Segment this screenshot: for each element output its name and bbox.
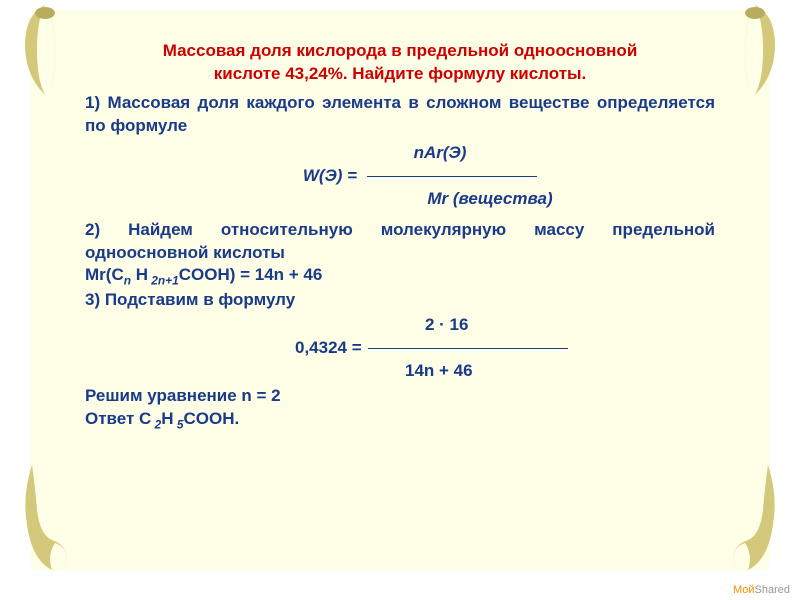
watermark-my: Мой xyxy=(733,584,755,596)
mr-expression: Mr(Cn H 2n+1COOH) = 14n + 46 xyxy=(85,264,715,288)
title-line-2: кислоте 43,24%. Найдите формулу кислоты. xyxy=(214,64,587,83)
fraction-line xyxy=(367,176,537,177)
calculation: 2 · 16 0,4324 = 14n + 46 xyxy=(85,314,715,383)
scroll-roll-top-right xyxy=(735,5,775,105)
step-3-text: 3) Подставим в формулу xyxy=(85,289,715,312)
formula-denominator: Mr (вещества) xyxy=(85,188,715,211)
document-content: Массовая доля кислорода в предельной одн… xyxy=(85,40,715,540)
step-1-text: 1) Массовая доля каждого элемента в слож… xyxy=(85,92,715,138)
title-line-1: Массовая доля кислорода в предельной одн… xyxy=(163,41,638,60)
mass-fraction-formula: nAr(Э) W(Э) = Mr (вещества) xyxy=(85,142,715,211)
scroll-roll-top-left xyxy=(25,5,65,105)
scroll-curl-bottom-right xyxy=(728,465,778,575)
formula-numerator: nAr(Э) xyxy=(85,142,715,165)
calc-left: 0,4324 = xyxy=(295,337,362,360)
problem-title: Массовая доля кислорода в предельной одн… xyxy=(85,40,715,86)
scroll-curl-bottom-left xyxy=(22,465,72,575)
solve-line: Решим уравнение n = 2 xyxy=(85,385,715,408)
answer-line: Ответ C 2H 5COOH. xyxy=(85,408,715,432)
calc-denominator: 14n + 46 xyxy=(85,360,715,383)
watermark: МойShared xyxy=(733,584,790,596)
calc-fraction-line xyxy=(368,348,568,349)
scroll-document: Массовая доля кислорода в предельной одн… xyxy=(30,10,770,570)
formula-left: W(Э) = xyxy=(303,165,357,188)
step-2-text: 2) Найдем относительную молекулярную мас… xyxy=(85,219,715,265)
calc-numerator: 2 · 16 xyxy=(85,314,715,337)
watermark-shared: Shared xyxy=(755,584,790,596)
